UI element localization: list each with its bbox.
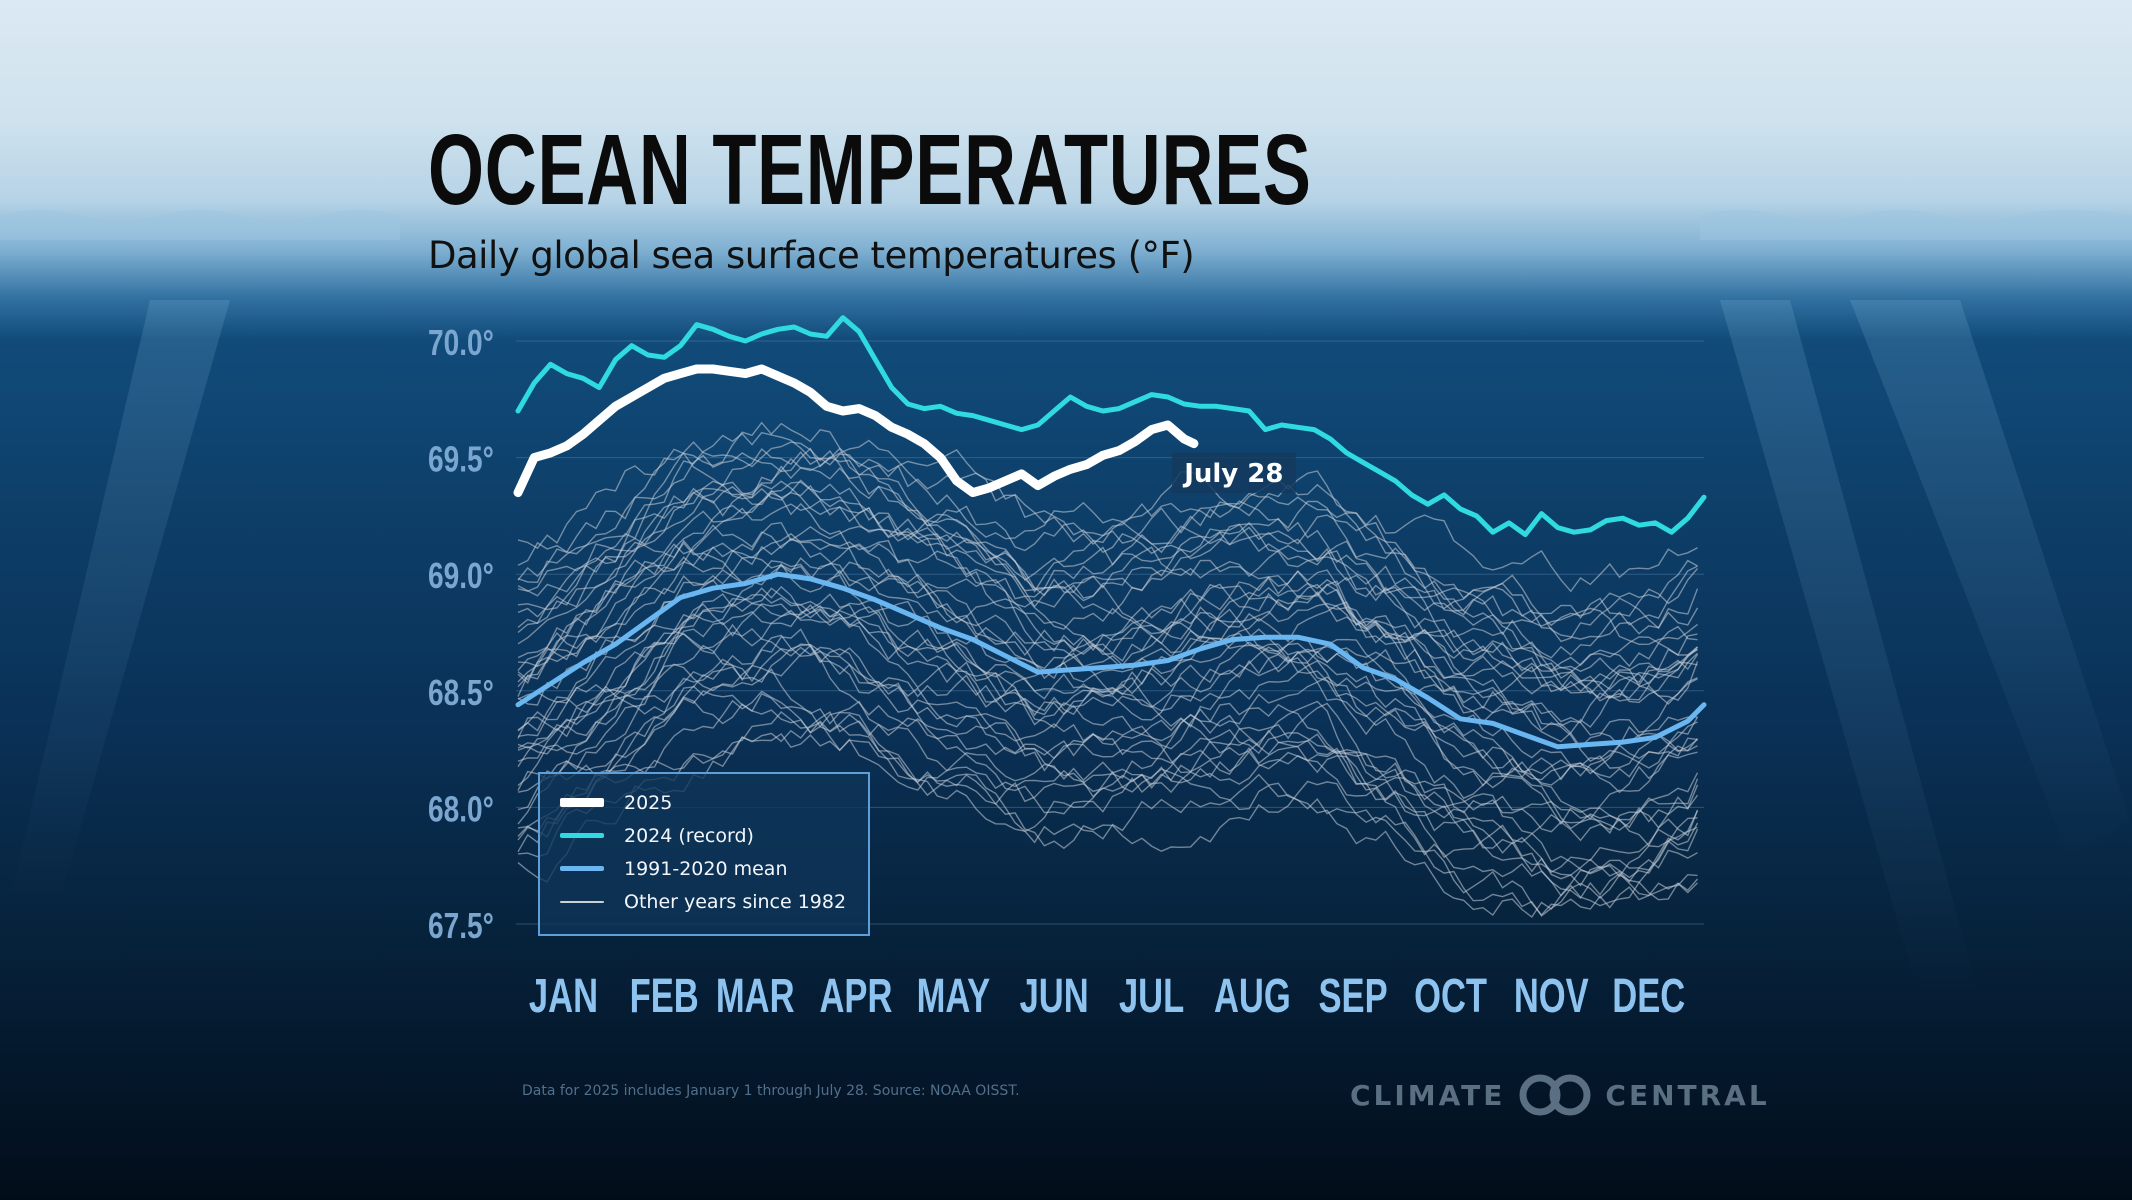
light-ray [1720,300,1980,1000]
legend-item: 2025 [560,786,868,819]
logo-word-left: CLIMATE [1350,1078,1506,1112]
legend-label: 2025 [624,791,673,814]
legend-item: 1991-2020 mean [560,852,868,885]
y-tick-label: 70.0° [428,323,494,363]
x-tick-label: JUL [1119,968,1184,1022]
other-year-line [517,447,1699,640]
annotation-label: July 28 [1182,459,1283,489]
x-tick-label: SEP [1319,968,1388,1022]
other-year-line [517,431,1698,593]
legend-swatch [560,833,604,838]
chart-title: OCEAN TEMPERATURES [428,114,1312,226]
legend: 2025 2024 (record) 1991-2020 mean Other yea… [538,772,870,936]
other-year-line [517,644,1699,907]
wave-band [1700,210,2132,240]
other-year-line [517,692,1698,900]
series-mean-line [515,571,1707,750]
other-year-line [517,643,1699,847]
other-year-line [517,560,1698,749]
other-year-line [517,465,1698,646]
legend-label: 2024 (record) [624,824,754,847]
x-tick-label: FEB [630,968,699,1022]
x-tick-label: AUG [1214,968,1291,1022]
climate-central-logo: CLIMATE CENTRAL [1350,1072,1770,1118]
legend-swatch [560,866,604,871]
other-year-line [517,628,1699,837]
other-year-line [517,481,1698,691]
other-year-line [517,499,1698,743]
x-tick-label: APR [819,968,892,1022]
other-year-line [517,732,1699,919]
other-year-line [517,421,1699,619]
other-year-line [517,544,1698,705]
x-tick-label: JAN [529,968,598,1022]
wave-band [0,210,400,240]
x-tick-label: OCT [1414,968,1487,1022]
y-tick-label: 69.0° [428,556,494,596]
other-year-line [517,668,1698,880]
other-year-line [517,524,1699,702]
other-year-line [517,711,1699,917]
other-year-line [517,441,1699,643]
annotation-box [1171,452,1296,493]
x-tick-label: MAR [716,968,795,1022]
other-year-line [517,492,1698,699]
chart-subtitle: Daily global sea surface temperatures (°… [428,234,1195,277]
other-year-line [517,690,1699,879]
y-tick-label: 67.5° [428,906,494,946]
logo-word-right: CENTRAL [1605,1078,1770,1112]
light-ray [10,300,230,900]
logo-rings-icon [1519,1074,1591,1116]
other-year-line [517,447,1698,659]
other-year-line [517,532,1698,747]
series-2025-line [513,364,1199,498]
other-year-line [517,479,1698,699]
other-year-line [517,690,1698,916]
legend-item: Other years since 1982 [560,885,868,918]
other-year-line [517,604,1699,829]
other-year-line [517,593,1698,781]
legend-label: 1991-2020 mean [624,857,788,880]
other-year-line [517,585,1698,820]
series-2024-line [515,315,1707,538]
other-year-line [517,599,1698,786]
other-year-line [517,541,1698,727]
y-tick-label: 69.5° [428,439,494,479]
legend-swatch [560,900,604,903]
legend-item: 2024 (record) [560,819,868,852]
other-year-line [517,448,1698,627]
source-note: Data for 2025 includes January 1 through… [522,1083,1020,1099]
light-ray [1850,300,2130,860]
other-year-line [517,480,1698,672]
legend-swatch [560,798,604,807]
y-tick-label: 68.0° [428,789,494,829]
x-tick-label: JUN [1020,968,1089,1022]
x-tick-label: NOV [1514,968,1589,1022]
other-year-line [517,643,1698,874]
other-year-line [517,593,1698,779]
x-tick-label: DEC [1612,968,1685,1022]
y-tick-label: 68.5° [428,672,494,712]
x-tick-label: MAY [917,968,991,1022]
legend-label: Other years since 1982 [624,890,847,913]
